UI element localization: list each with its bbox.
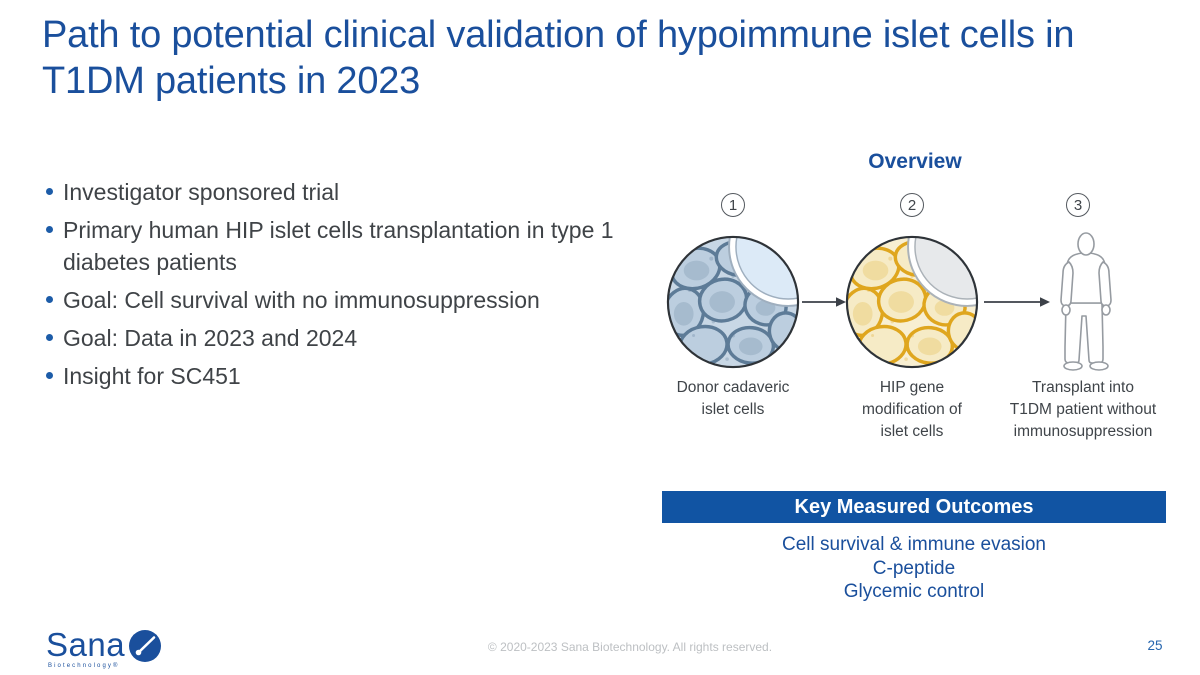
bullet-item: Investigator sponsored trial	[44, 176, 622, 208]
patient-figure-illustration	[1060, 232, 1112, 371]
bullet-dot	[46, 188, 53, 195]
bullet-text: Goal: Data in 2023 and 2024	[63, 325, 358, 351]
bullet-text: Insight for SC451	[63, 363, 241, 389]
flow-arrow-icon	[802, 297, 846, 307]
overview-heading: Overview	[868, 150, 962, 173]
step-number-text: 1	[728, 196, 738, 214]
copyright-text: © 2020-2023 Sana Biotechnology. All righ…	[487, 640, 773, 654]
donor-islet-cells-illustration	[664, 233, 802, 371]
step-number-text: 2	[907, 196, 917, 214]
outcome-item: Glycemic control	[843, 581, 985, 602]
bullet-dot	[46, 296, 53, 303]
outcome-item: C-peptide	[872, 557, 956, 579]
logo-wordmark: Sana	[46, 626, 125, 663]
needle-icon	[129, 630, 161, 662]
step-number-text: 3	[1073, 196, 1083, 214]
hip-islet-cells-illustration	[843, 233, 981, 371]
bullet-item: Primary human HIP islet cells transplant…	[44, 214, 622, 278]
outcome-item: Cell survival & immune evasion	[782, 534, 1046, 555]
bullet-item: Goal: Cell survival with no immunosuppre…	[44, 284, 622, 316]
step-number-badge-3: 3	[1066, 193, 1090, 217]
step-number-badge-2: 2	[900, 193, 924, 217]
bullet-list: Investigator sponsored trial Primary hum…	[44, 176, 622, 398]
bullet-item: Goal: Data in 2023 and 2024	[44, 322, 622, 354]
bullet-text: Primary human HIP islet cells transplant…	[63, 217, 614, 275]
flow-arrow-icon	[984, 297, 1050, 307]
bullet-dot	[46, 372, 53, 379]
slide-title: Path to potential clinical validation of…	[42, 14, 1075, 103]
step-caption-1: Donor cadaveric islet cells	[676, 379, 790, 418]
logo-subtext: Biotechnology®	[48, 662, 120, 669]
page-number: 25	[1147, 638, 1163, 653]
outcomes-list: Cell survival & immune evasion C-peptide…	[662, 533, 1166, 604]
bullet-text: Investigator sponsored trial	[63, 179, 340, 205]
step-caption-3: Transplant into T1DM patient without imm…	[1009, 379, 1157, 440]
bullet-dot	[46, 334, 53, 341]
step-number-badge-1: 1	[721, 193, 745, 217]
key-measured-outcomes-banner: Key Measured Outcomes	[662, 491, 1166, 523]
sana-logo-graphic: Sana Biotechnology®	[46, 626, 161, 669]
bullet-item: Insight for SC451	[44, 360, 622, 392]
bullet-text: Goal: Cell survival with no immunosuppre…	[63, 287, 540, 313]
bullet-dot	[46, 226, 53, 233]
sana-logo: Sana Biotechnology®	[45, 623, 205, 671]
step-caption-2: HIP gene modification of islet cells	[862, 379, 962, 440]
